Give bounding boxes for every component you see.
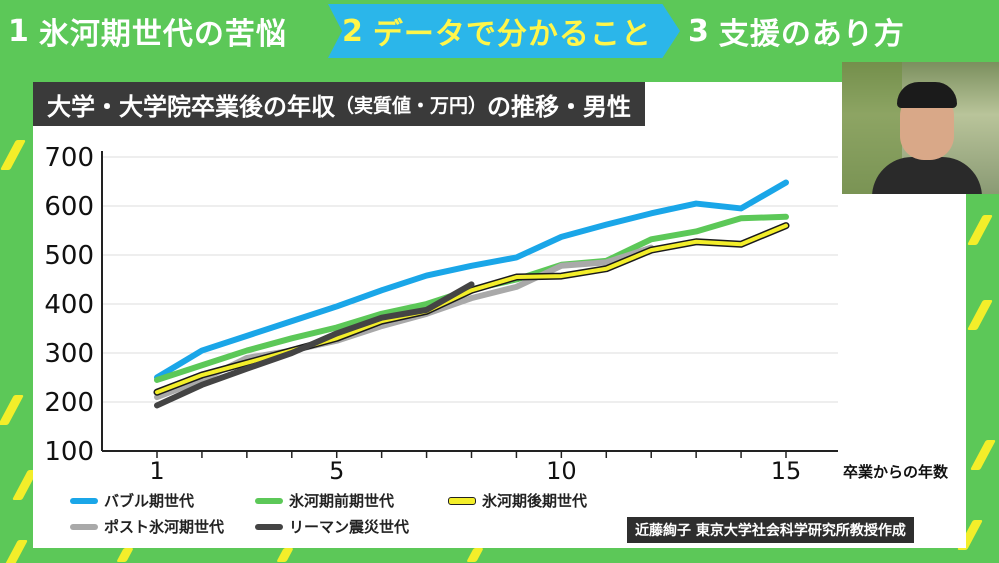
tab-label: 氷河期世代の苦悩 — [38, 17, 287, 52]
x-tick-label: 15 — [771, 457, 802, 485]
y-tick-label: 700 — [44, 143, 94, 173]
presenter-hair — [897, 82, 957, 108]
series-line — [155, 223, 788, 395]
y-tick-label: 100 — [44, 437, 94, 467]
chart-title: 大学・大学院卒業後の年収 （実質値・万円） の推移・男性 — [33, 82, 646, 126]
x-tick-label: 1 — [149, 457, 164, 485]
legend-item-hyoga-early: 氷河期前期世代 — [255, 490, 394, 511]
legend-item-lehman: リーマン震災世代 — [255, 516, 409, 537]
tab-number: 2 — [342, 13, 363, 49]
series-line — [154, 281, 475, 409]
series-line — [154, 179, 789, 381]
y-tick-label: 200 — [44, 388, 94, 418]
legend-item-post-hyoga: ポスト氷河期世代 — [70, 516, 224, 537]
tab-support[interactable]: 3 支援のあり方 — [670, 4, 999, 58]
legend-item-hyoga-late: 氷河期後期世代 — [448, 490, 587, 511]
chart-title-unit: （実質値・万円） — [335, 94, 488, 117]
tab-number: 3 — [688, 13, 709, 49]
chart-card — [33, 82, 966, 548]
legend-label: 氷河期後期世代 — [482, 492, 588, 510]
y-tick-label: 300 — [44, 339, 94, 369]
legend-swatch — [70, 523, 98, 530]
chart-title-tail: の推移・男性 — [487, 92, 632, 121]
source-credit: 近藤絢子 東京大学社会科学研究所教授作成 — [627, 517, 914, 543]
y-tick-label: 600 — [44, 192, 94, 222]
legend-label: 氷河期前期世代 — [289, 492, 395, 510]
y-tick-label: 500 — [44, 241, 94, 271]
tab-number: 1 — [8, 13, 29, 49]
y-tick-label: 400 — [44, 290, 94, 320]
topic-tab-bar: 1 氷河期世代の苦悩 3 支援のあり方 2 データで分かること — [0, 0, 999, 62]
tab-data-findings[interactable]: 2 データで分かること — [328, 4, 680, 58]
legend-swatch — [255, 497, 283, 504]
chart-title-main: 大学・大学院卒業後の年収 — [47, 92, 335, 121]
tab-hyoga-suffering[interactable]: 1 氷河期世代の苦悩 — [0, 4, 340, 58]
legend-label: バブル期世代 — [104, 492, 195, 510]
tab-label: 支援のあり方 — [718, 17, 905, 52]
legend-item-bubble: バブル期世代 — [70, 490, 194, 511]
presenter-body — [872, 157, 982, 194]
legend-label: ポスト氷河期世代 — [104, 518, 225, 536]
legend-label: リーマン震災世代 — [289, 518, 410, 536]
tab-label: データで分かること — [372, 17, 652, 52]
x-tick-label: 5 — [329, 457, 344, 485]
legend-swatch — [255, 523, 283, 530]
legend-swatch — [448, 496, 476, 505]
legend-swatch — [70, 497, 98, 504]
x-axis-label: 卒業からの年数 — [843, 463, 949, 481]
x-tick-label: 10 — [546, 457, 577, 485]
presenter-video — [842, 62, 999, 194]
